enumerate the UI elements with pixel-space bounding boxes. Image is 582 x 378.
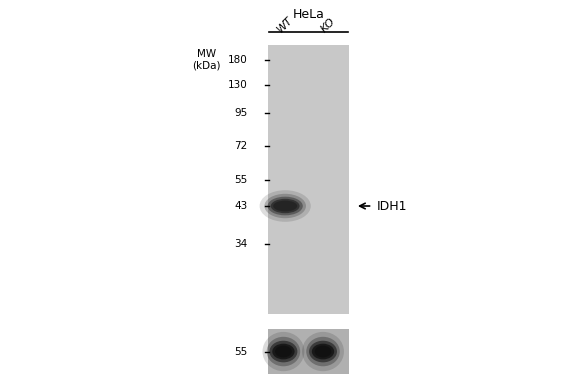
Ellipse shape [264, 194, 306, 218]
Text: KO: KO [319, 16, 337, 34]
Ellipse shape [268, 197, 303, 215]
Text: 95: 95 [234, 108, 247, 118]
Text: IDH1: IDH1 [377, 200, 407, 212]
Ellipse shape [309, 341, 337, 363]
Ellipse shape [312, 344, 334, 359]
Ellipse shape [273, 201, 297, 211]
Text: WT: WT [275, 14, 295, 34]
Text: 55: 55 [234, 347, 247, 356]
Text: HeLa: HeLa [293, 8, 324, 21]
Ellipse shape [269, 341, 297, 363]
Text: 43: 43 [234, 201, 247, 211]
Text: 34: 34 [234, 239, 247, 249]
Text: 55: 55 [234, 175, 247, 184]
Bar [268, 329, 349, 374]
Ellipse shape [306, 337, 340, 366]
Ellipse shape [272, 344, 294, 359]
Text: 72: 72 [234, 141, 247, 150]
Text: MW
(kDa): MW (kDa) [193, 49, 221, 71]
Text: 180: 180 [228, 56, 247, 65]
Ellipse shape [267, 337, 300, 366]
Ellipse shape [262, 332, 304, 371]
Ellipse shape [271, 199, 300, 213]
Ellipse shape [260, 190, 311, 222]
Ellipse shape [275, 345, 292, 358]
Ellipse shape [302, 332, 344, 371]
Bar [268, 45, 349, 314]
Text: 130: 130 [228, 80, 247, 90]
Ellipse shape [315, 345, 331, 358]
